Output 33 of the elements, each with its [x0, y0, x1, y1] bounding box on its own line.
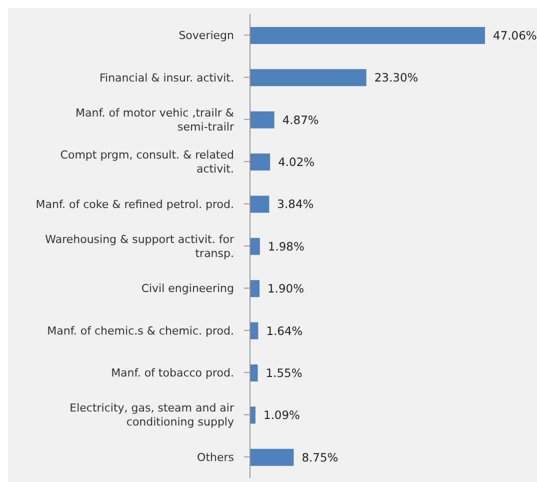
bar — [250, 69, 366, 86]
y-tick-label: Others — [197, 450, 234, 464]
bar — [250, 364, 258, 382]
y-tick-label: Compt prgm, consult. & related activit. — [60, 148, 234, 176]
data-label: 8.75% — [302, 450, 338, 464]
data-label: 1.90% — [267, 282, 304, 296]
y-tick-label: Electricity, gas, steam and air conditioning supply — [70, 401, 234, 428]
data-label: 1.98% — [268, 239, 304, 254]
data-label: 23.30% — [374, 70, 418, 85]
y-tick-label: Manf. of motor vehic ,trailr & semi-trailr — [75, 106, 234, 133]
bar — [250, 196, 270, 213]
bar — [250, 27, 485, 44]
y-tick-label: Civil engineering — [141, 282, 234, 295]
y-tick-label: Financial & insur. activit. — [99, 70, 234, 84]
y-tick-label: Manf. of coke & refined petrol. prod. — [36, 197, 234, 210]
data-label: 1.64% — [266, 324, 303, 338]
bar — [250, 406, 256, 424]
y-tick-label: Warehousing & support activit. for transp. — [45, 232, 234, 260]
bar — [250, 448, 294, 466]
data-label: 4.87% — [282, 112, 319, 127]
data-label: 1.55% — [266, 366, 302, 380]
bar — [250, 154, 270, 171]
y-tick-label: Manf. of tobacco prod. — [111, 366, 234, 380]
data-label: 3.84% — [277, 197, 314, 212]
data-label: 4.02% — [278, 155, 315, 170]
y-tick-label: Manf. of chemic.s & chemic. prod. — [47, 324, 234, 337]
data-label: 47.06% — [493, 28, 537, 42]
bar — [250, 238, 260, 255]
data-label: 1.09% — [263, 408, 300, 422]
bar — [250, 280, 260, 298]
y-tick-label: Soveriegn — [178, 28, 234, 42]
bar — [250, 111, 274, 128]
bar — [250, 322, 258, 340]
